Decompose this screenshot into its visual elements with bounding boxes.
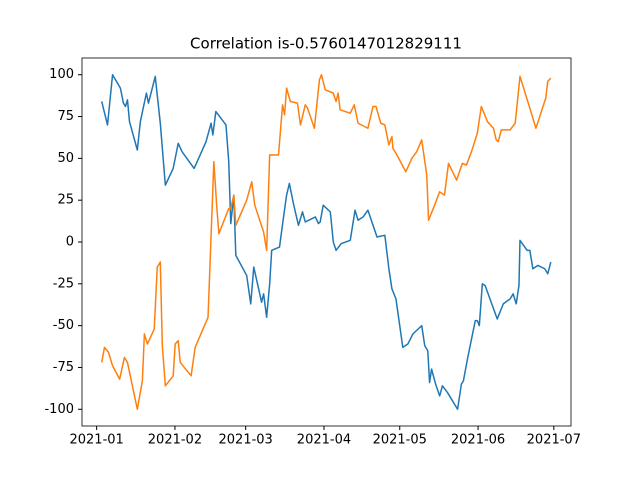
y-tick-label: 25 — [57, 193, 74, 208]
plot-frame — [81, 57, 572, 427]
line-series — [100, 73, 552, 411]
x-tick-label: 2021-07 — [527, 433, 581, 448]
y-tick-label: -50 — [53, 318, 74, 333]
y-tick-label: -75 — [53, 360, 74, 375]
y-tick-label: 75 — [57, 109, 74, 124]
y-tick-label: -100 — [44, 402, 74, 417]
y-tick-label: -25 — [53, 276, 74, 291]
x-tick-label: 2021-04 — [297, 433, 351, 448]
x-tick-label: 2021-02 — [148, 433, 202, 448]
line-series — [100, 73, 552, 411]
x-tick-label: 2021-01 — [69, 433, 123, 448]
x-tick-label: 2021-03 — [219, 433, 273, 448]
x-tick-label: 2021-06 — [451, 433, 505, 448]
y-tick-label: 0 — [66, 235, 74, 250]
chart-title: Correlation is-0.5760147012829111 — [190, 35, 462, 53]
y-tick-label: 100 — [49, 67, 74, 82]
y-tick-label: 50 — [57, 151, 74, 166]
x-tick-label: 2021-05 — [373, 433, 427, 448]
